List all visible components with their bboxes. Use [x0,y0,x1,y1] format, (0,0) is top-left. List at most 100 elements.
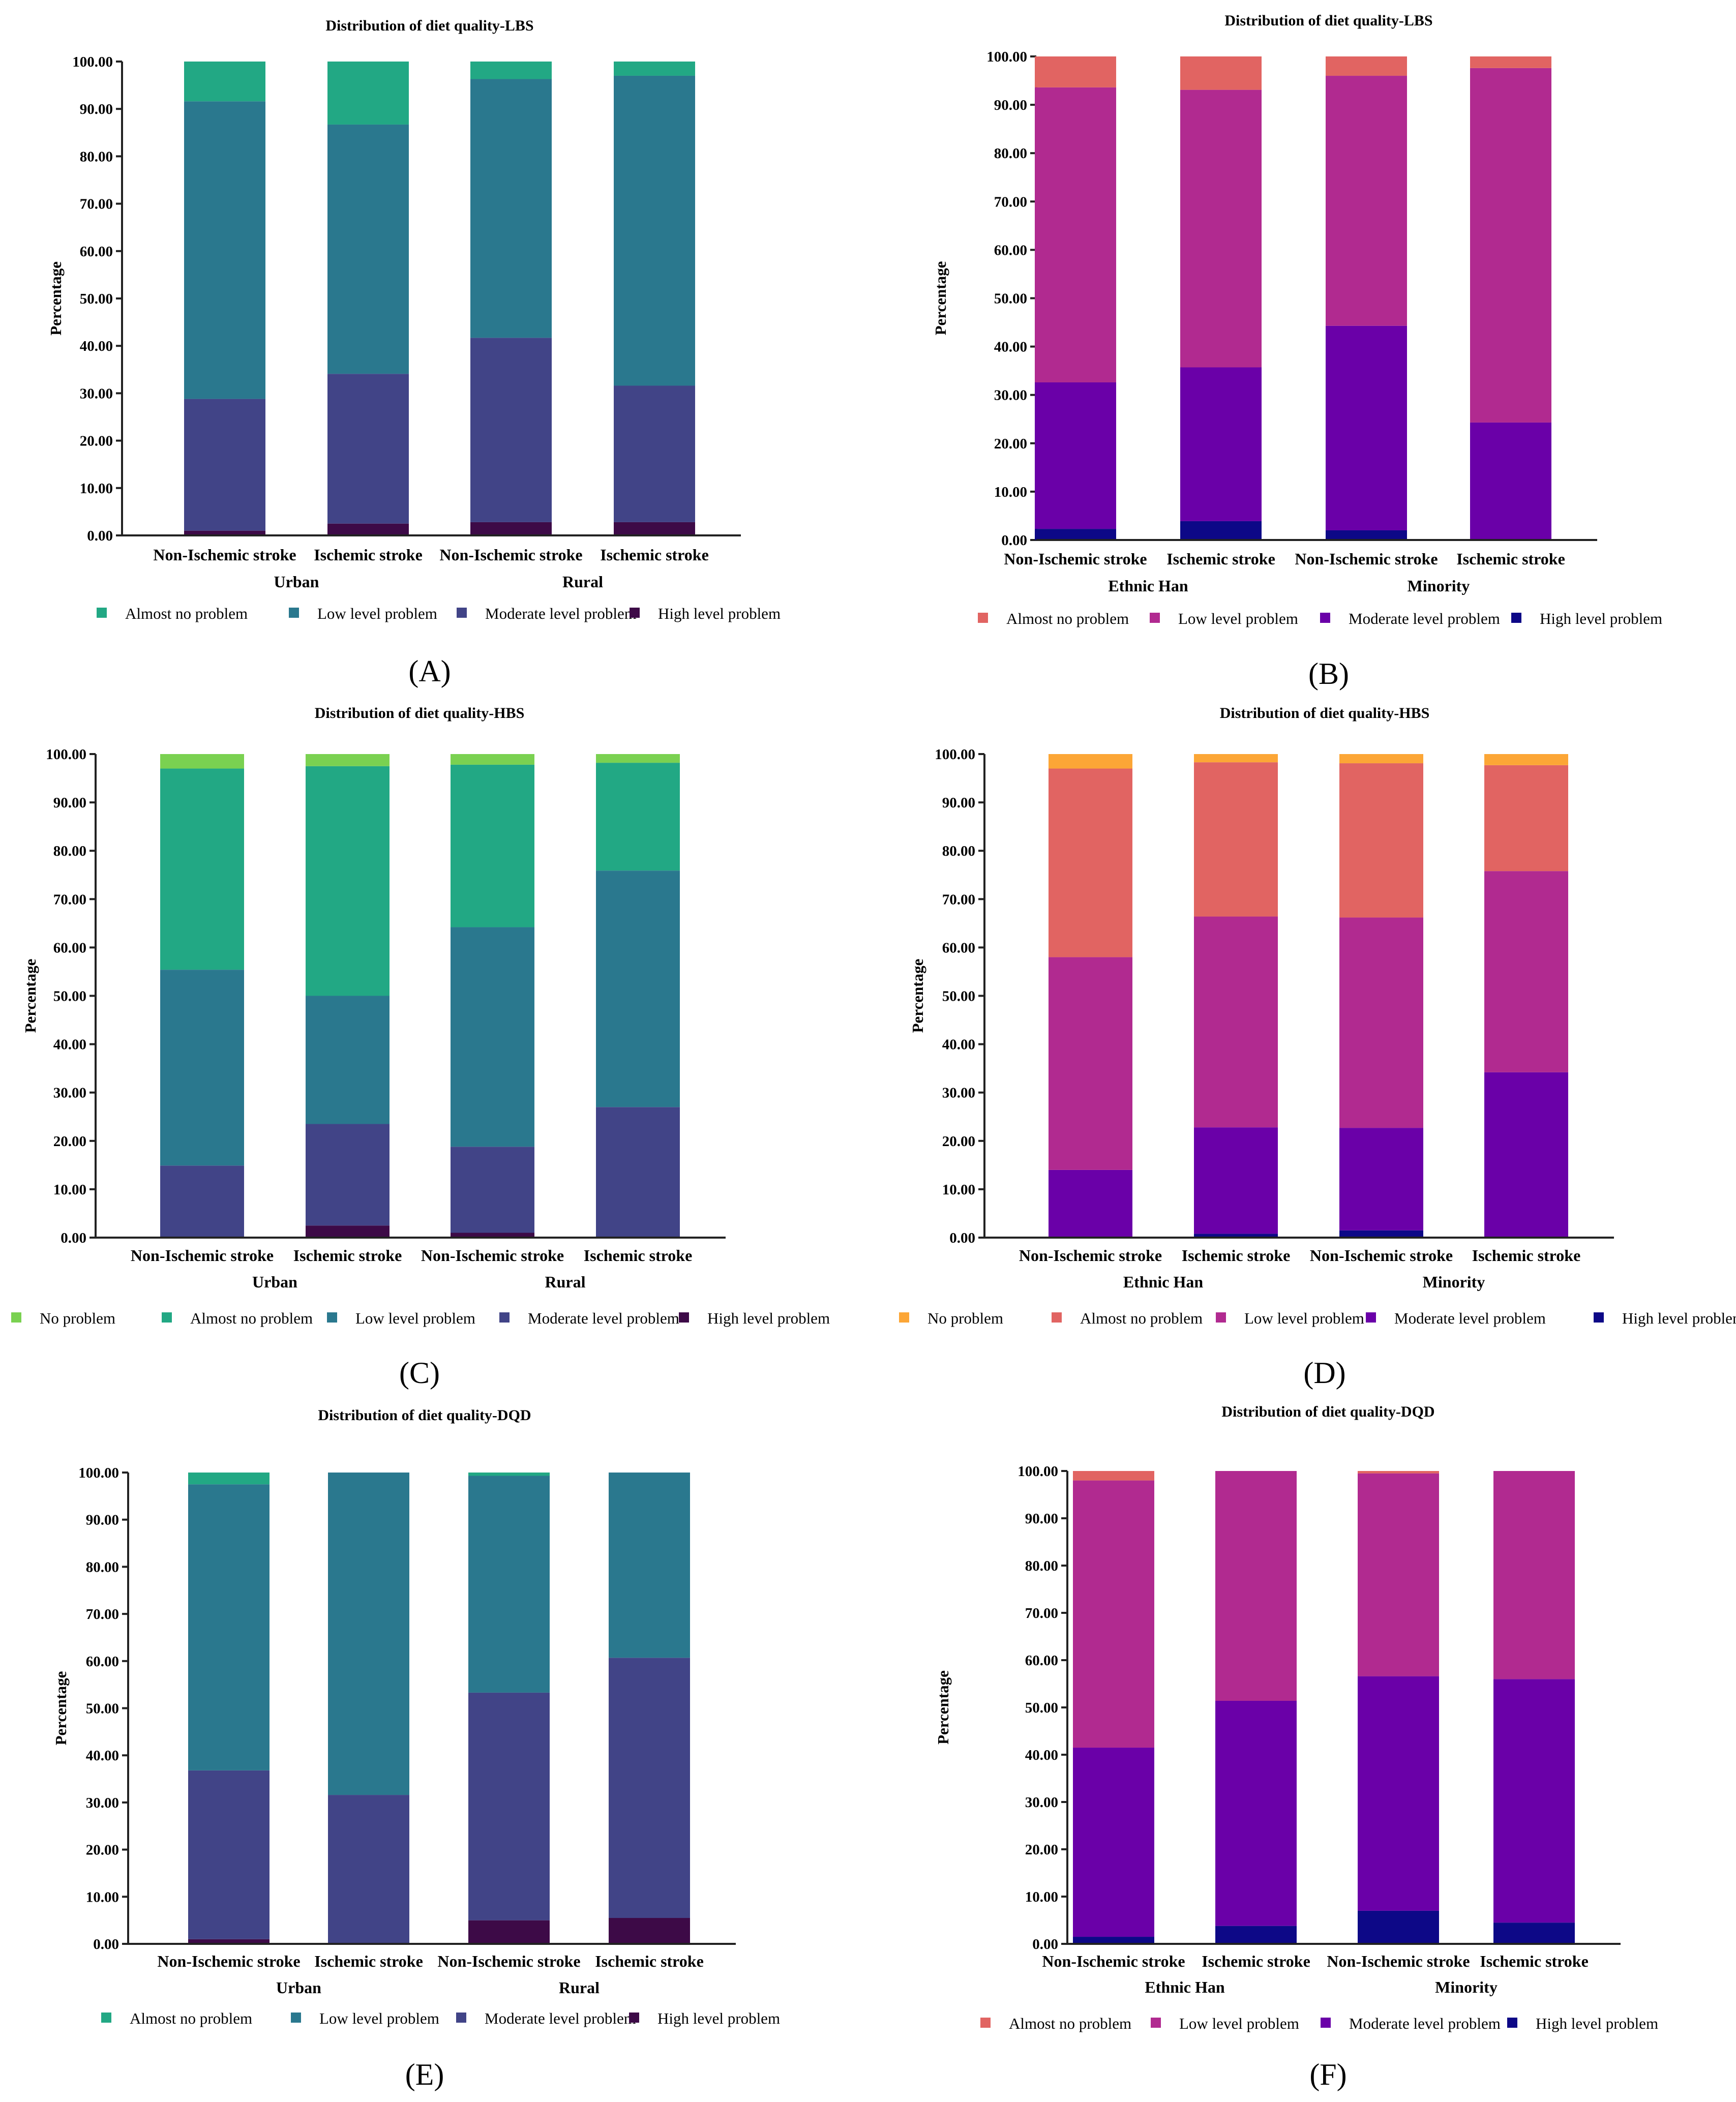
legend-swatch [291,2013,301,2023]
x-tick-label: Non-Ischemic stroke [421,1246,564,1265]
y-tick-label: 20.00 [994,436,1027,452]
y-tick-label: 10.00 [80,481,113,497]
bar-segment-no-problem [451,754,534,765]
bar-segment-low-level-problem [1180,89,1262,368]
x-tick-label: Ischemic stroke [1472,1246,1581,1265]
legend-swatch [11,1312,21,1323]
bar-segment-high-level-problem [1035,529,1116,540]
y-tick-label: 50.00 [80,291,113,307]
legend-swatch [457,608,467,618]
bar-segment-moderate-level-problem [1358,1676,1439,1911]
legend-swatch [1511,613,1521,623]
y-tick-label: 0.00 [949,1230,975,1246]
bar-segment-low-level-problem [1215,1471,1297,1701]
bar-segment-moderate-level-problem [1493,1679,1575,1923]
bar-segment-almost-no-problem [160,768,244,970]
y-tick-label: 20.00 [942,1133,975,1150]
y-axis-label: Percentage [932,261,949,336]
x-tick-label: Ischemic stroke [1456,550,1565,568]
y-tick-label: 60.00 [80,244,113,260]
y-tick-label: 60.00 [53,940,86,956]
bar-segment-almost-no-problem [1358,1471,1439,1474]
x-group-label: Urban [274,573,319,591]
legend-label: High level problem [707,1309,830,1327]
y-tick-label: 0.00 [61,1230,86,1246]
bar-segment-low-level-problem [451,927,534,1147]
legend-swatch [1366,1312,1376,1323]
x-group-label: Minority [1408,577,1470,595]
y-tick-label: 80.00 [994,145,1027,162]
y-tick-label: 60.00 [942,940,975,956]
bar-segment-almost-no-problem [1180,56,1262,90]
bar-segment-moderate-level-problem [1326,325,1407,530]
bar-segment-high-level-problem [327,523,409,535]
bar-segment-moderate-level-problem [160,1165,244,1238]
x-tick-label: Ischemic stroke [293,1246,402,1265]
x-tick-label: Non-Ischemic stroke [1042,1952,1185,1970]
bar-segment-no-problem [160,754,244,769]
legend-label: Moderate level problem [528,1309,679,1327]
legend-label: Moderate level problem [485,2009,636,2027]
bar-segment-moderate-level-problem [1180,367,1262,521]
bar-segment-almost-no-problem [306,766,390,996]
panel-label: (B) [1308,657,1349,690]
y-tick-label: 30.00 [80,385,113,402]
legend-label: Moderate level problem [1349,2015,1501,2032]
bar-segment-no-problem [306,754,390,766]
chart-panel-f: Distribution of diet quality-DQD 0.00 10.0… [934,1403,1658,2091]
y-tick-label: 80.00 [86,1559,119,1575]
bar-segment-low-level-problem [1339,917,1423,1128]
y-tick-label: 70.00 [942,891,975,908]
y-tick-label: 100.00 [46,746,86,763]
x-tick-label: Non-Ischemic stroke [1327,1952,1470,1970]
x-tick-label: Ischemic stroke [314,1952,423,1970]
y-tick-label: 60.00 [86,1654,119,1670]
bar-segment-moderate-level-problem [609,1658,690,1918]
y-tick-label: 50.00 [994,291,1027,307]
bar-segment-low-level-problem [1035,87,1116,382]
y-tick-label: 60.00 [994,242,1027,258]
bar-segment-high-level-problem [1180,521,1262,540]
legend-label: Low level problem [317,605,437,622]
panel-label: (D) [1303,1356,1345,1390]
bar-segment-moderate-level-problem [451,1147,534,1233]
bar-segment-low-level-problem [188,1484,270,1770]
legend-label: High level problem [1536,2015,1658,2032]
bar-segment-almost-no-problem [1035,56,1116,87]
y-tick-label: 30.00 [53,1085,86,1101]
x-tick-label: Ischemic stroke [595,1952,704,1970]
y-tick-label: 0.00 [1032,1936,1058,1953]
bar-segment-low-level-problem [160,970,244,1166]
bar-segment-low-level-problem [1073,1480,1154,1748]
bar-segment-almost-no-problem [1339,763,1423,918]
y-tick-label: 100.00 [72,54,113,70]
bar-segment-moderate-level-problem [184,399,265,531]
bar-segment-almost-no-problem [1049,768,1132,957]
y-tick-label: 20.00 [53,1133,86,1150]
y-tick-label: 20.00 [80,433,113,449]
bar-segment-high-level-problem [614,522,695,535]
x-group-label: Urban [276,1978,321,1997]
chart-panel-c: Distribution of diet quality-HBS 0.00 10.0… [11,705,830,1390]
chart-panel-e: Distribution of diet quality-DQD 0.00 10.0… [52,1407,780,2091]
legend-swatch [1507,2018,1517,2028]
bar-segment-no-problem [1194,754,1278,763]
chart-title: Distribution of diet quality-DQD [1221,1403,1434,1420]
bar-segment-moderate-level-problem [468,1692,550,1920]
legend-swatch [456,2013,466,2023]
y-tick-label: 10.00 [942,1182,975,1198]
x-tick-label: Non-Ischemic stroke [1019,1246,1162,1265]
legend-swatch [101,2013,111,2023]
bar-segment-high-level-problem [468,1920,550,1944]
y-tick-label: 70.00 [53,891,86,908]
legend-label: No problem [40,1309,115,1327]
y-tick-label: 100.00 [935,746,975,763]
y-tick-label: 30.00 [942,1085,975,1101]
bar-segment-almost-no-problem [470,62,552,79]
bar-segment-low-level-problem [1470,68,1551,423]
y-tick-label: 80.00 [942,843,975,859]
y-tick-label: 70.00 [994,194,1027,210]
bar-segment-almost-no-problem [184,62,265,102]
bar-segment-high-level-problem [1493,1923,1575,1944]
bar-segment-no-problem [596,754,680,763]
